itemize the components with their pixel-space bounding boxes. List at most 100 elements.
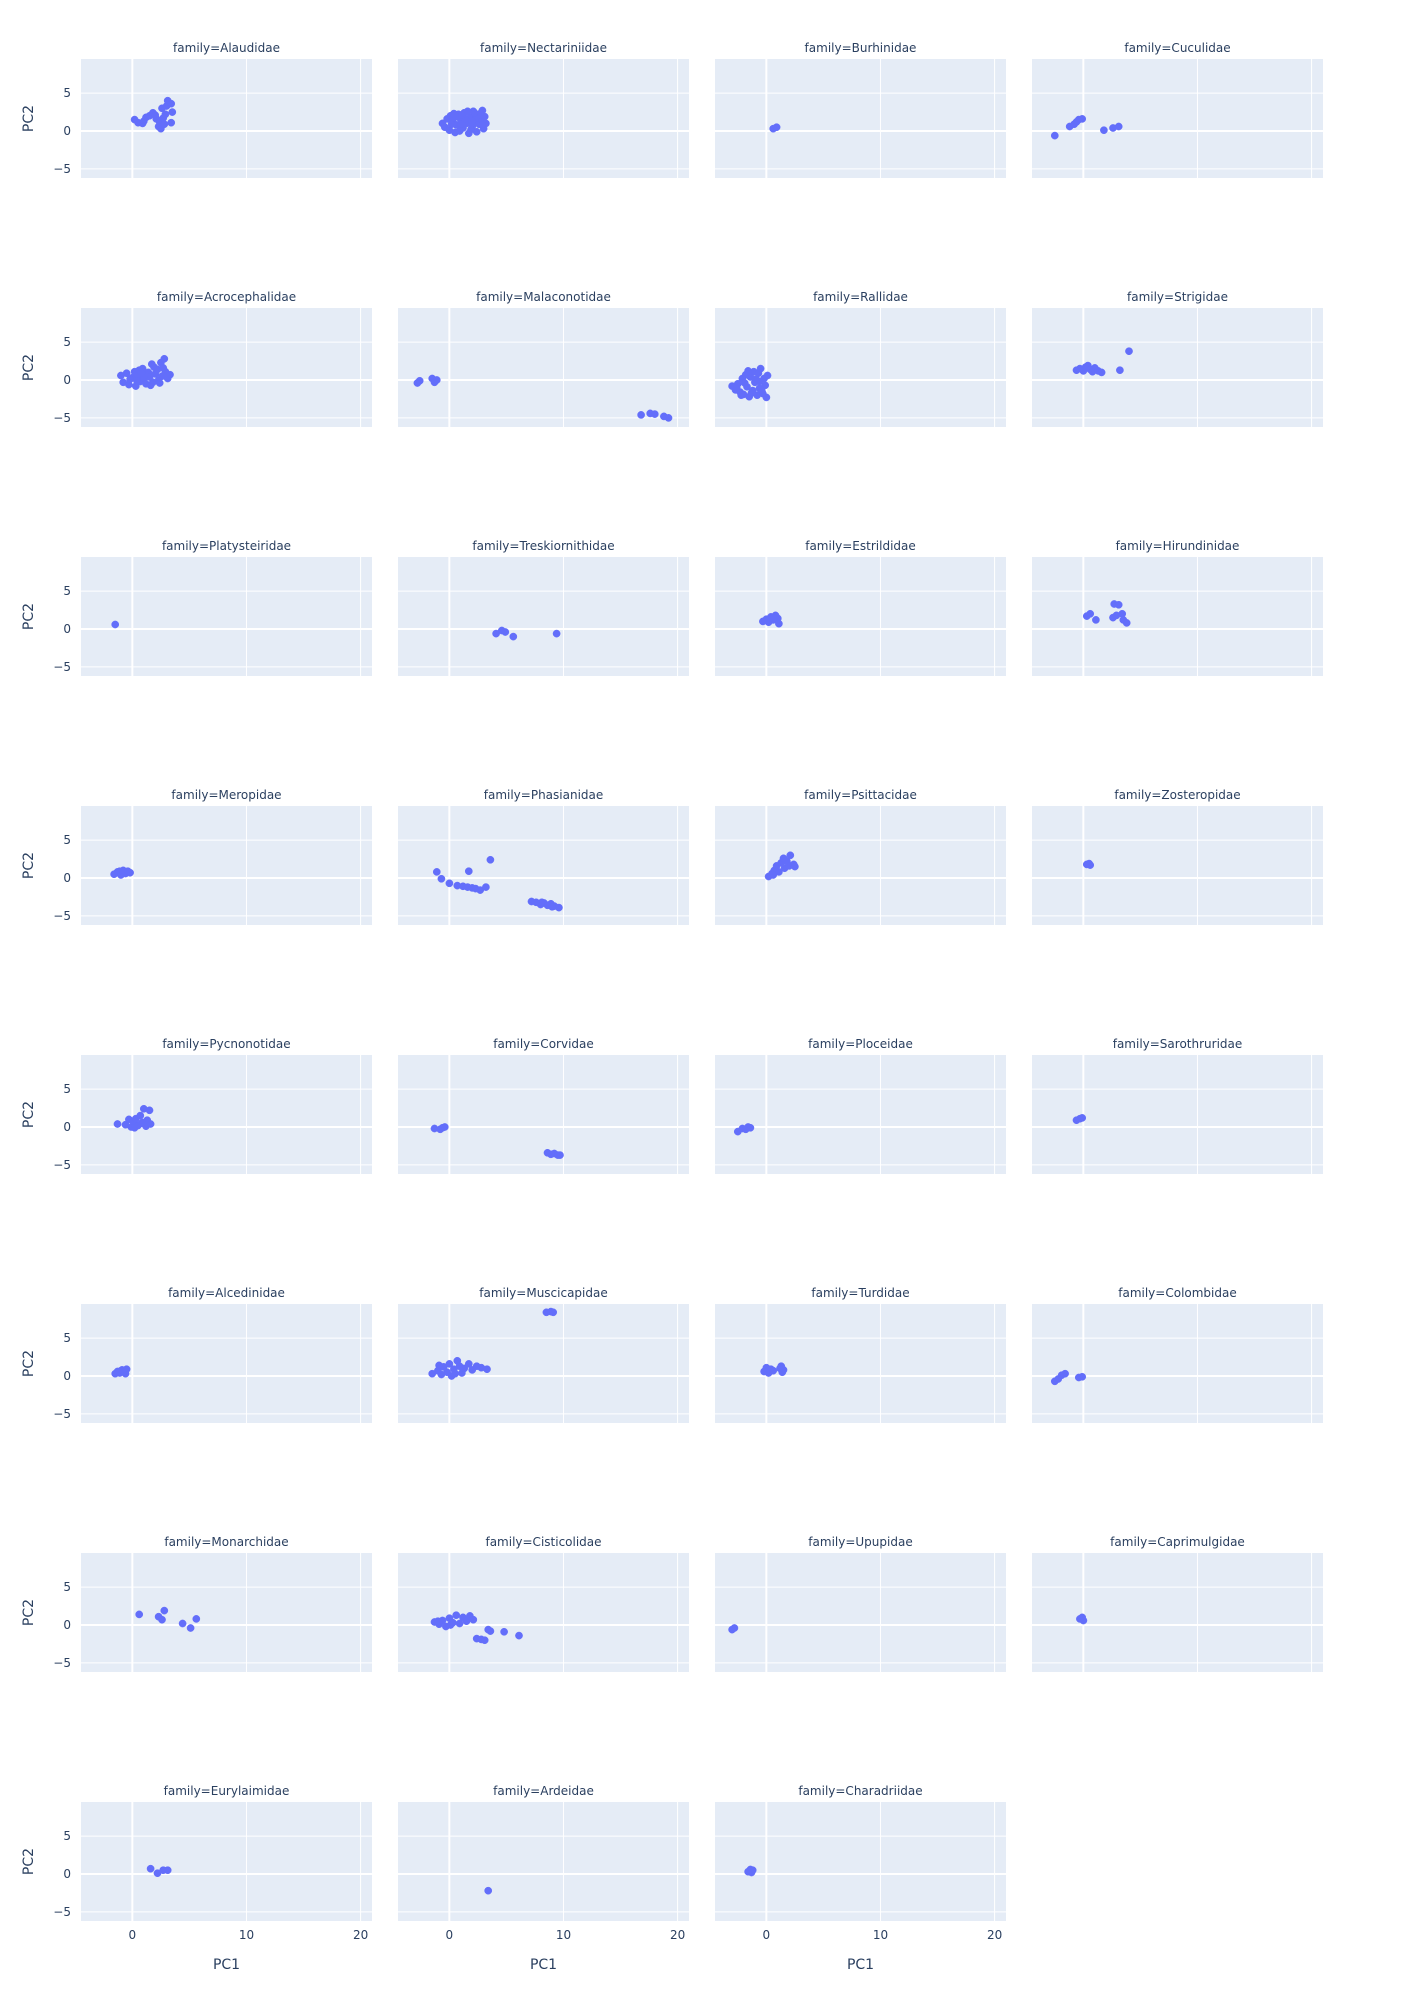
data-point xyxy=(452,1611,461,1620)
data-point xyxy=(777,1362,786,1371)
facet-plot-area xyxy=(715,1802,1006,1921)
data-point xyxy=(556,1151,564,1159)
data-point xyxy=(1092,616,1100,624)
facet-title: family=Alcedinidae xyxy=(168,1286,285,1300)
data-point xyxy=(763,371,772,380)
data-point xyxy=(186,1624,195,1632)
x-tick-label: 20 xyxy=(353,1928,368,1942)
data-point xyxy=(146,1864,155,1873)
data-point xyxy=(664,414,673,422)
y-tick-label: 0 xyxy=(63,1369,71,1383)
x-tick-label: 0 xyxy=(446,1928,454,1942)
data-point xyxy=(161,110,170,119)
y-tick-label: −5 xyxy=(53,162,71,176)
data-point xyxy=(455,1619,464,1628)
facet-title: family=Cisticolidae xyxy=(485,1535,601,1549)
data-point xyxy=(113,1120,122,1128)
data-point xyxy=(1114,122,1123,131)
facet-title: family=Treskiornithidae xyxy=(472,539,614,553)
y-tick-label: 0 xyxy=(63,373,71,387)
data-point xyxy=(455,127,464,135)
y-tick-label: 0 xyxy=(63,1618,71,1632)
y-tick-label: 5 xyxy=(63,833,71,847)
data-point xyxy=(469,1615,478,1624)
y-tick-label: 5 xyxy=(63,1580,71,1594)
data-point xyxy=(160,120,169,129)
facet-plot-area xyxy=(715,1553,1006,1672)
data-point xyxy=(126,868,134,877)
y-tick-label: −5 xyxy=(53,1158,71,1172)
data-point xyxy=(548,902,556,911)
facet-plot-area xyxy=(81,1304,372,1423)
facet-plot-area xyxy=(715,1055,1006,1174)
data-point xyxy=(762,393,771,402)
data-point xyxy=(555,903,563,912)
data-point xyxy=(744,367,752,375)
y-tick-label: −5 xyxy=(53,1905,71,1919)
facet-plot-area xyxy=(1032,1304,1323,1423)
x-tick-label: 20 xyxy=(670,1928,685,1942)
data-point xyxy=(446,1621,455,1629)
y-axis-title: PC2 xyxy=(21,105,37,132)
data-point xyxy=(145,1106,154,1115)
facet-title: family=Malaconotidae xyxy=(476,290,611,304)
data-point xyxy=(126,375,134,384)
data-point xyxy=(478,121,487,129)
y-tick-label: 5 xyxy=(63,1082,71,1096)
y-axis-title: PC2 xyxy=(21,1350,37,1377)
facet-plot-area xyxy=(398,1055,689,1174)
data-point xyxy=(1078,115,1087,123)
data-point xyxy=(464,1360,473,1368)
y-axis-title: PC2 xyxy=(21,1848,37,1875)
y-axis-title: PC2 xyxy=(21,1599,37,1626)
facet-plot-area xyxy=(398,1553,689,1672)
data-point xyxy=(486,855,495,864)
y-tick-label: −5 xyxy=(53,1407,71,1421)
data-point xyxy=(450,109,458,118)
facet-plot-area xyxy=(398,59,689,178)
facet-plot-area xyxy=(1032,557,1323,676)
data-point xyxy=(1097,368,1106,377)
y-axis-title: PC2 xyxy=(21,1101,37,1128)
x-tick-label: 10 xyxy=(239,1928,254,1942)
data-point xyxy=(178,1619,187,1628)
data-point xyxy=(757,386,766,395)
y-tick-label: 5 xyxy=(63,86,71,100)
data-point xyxy=(138,1118,147,1127)
data-point xyxy=(115,867,124,876)
data-point xyxy=(747,389,756,397)
data-point xyxy=(150,363,158,371)
data-point xyxy=(192,1615,201,1623)
facet-title: family=Phasianidae xyxy=(484,788,604,802)
facet-title: family=Charadriidae xyxy=(798,1784,922,1798)
y-tick-label: −5 xyxy=(53,1656,71,1670)
data-point xyxy=(168,108,177,116)
x-tick-label: 10 xyxy=(873,1928,888,1942)
data-point xyxy=(1125,347,1133,356)
facet-plot-area xyxy=(81,1553,372,1672)
facet-title: family=Pycnonotidae xyxy=(162,1037,290,1051)
facet-title: family=Meropidae xyxy=(171,788,281,802)
facet-title: family=Corvidae xyxy=(493,1037,594,1051)
y-tick-label: −5 xyxy=(53,909,71,923)
data-point xyxy=(122,369,131,378)
y-tick-label: 5 xyxy=(63,335,71,349)
data-point xyxy=(167,118,176,127)
data-point xyxy=(158,1615,166,1624)
data-point xyxy=(1086,609,1095,618)
facet-title: family=Ploceidae xyxy=(808,1037,913,1051)
y-tick-label: 5 xyxy=(63,1331,71,1345)
data-point xyxy=(732,383,741,392)
data-point xyxy=(440,1123,449,1131)
data-point xyxy=(437,874,446,883)
data-point xyxy=(415,376,424,385)
data-point xyxy=(1061,1369,1069,1378)
facet-plot-area xyxy=(1032,1553,1323,1672)
data-point xyxy=(167,99,176,108)
data-point xyxy=(1110,600,1119,608)
facet-plot-area xyxy=(398,557,689,676)
y-tick-label: 5 xyxy=(63,1829,71,1843)
x-axis-title: PC1 xyxy=(213,1957,240,1973)
data-point xyxy=(160,354,169,363)
